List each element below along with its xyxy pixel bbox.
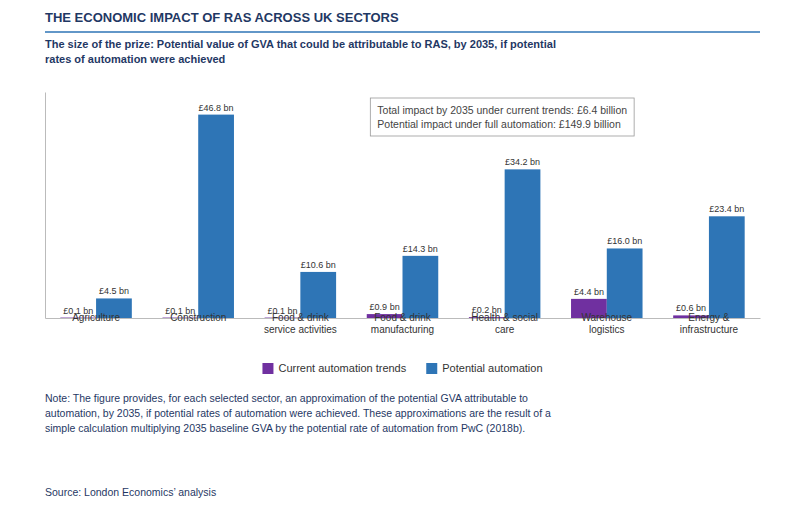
plot: £0.1 bn£0.1 bn£0.1 bn£0.9 bn£0.2 bn£4.4 … — [46, 93, 761, 336]
bar — [198, 115, 234, 318]
x-tick: Health & socialcare — [471, 312, 538, 335]
data-label: £0.9 bn — [370, 302, 400, 312]
bar — [505, 169, 541, 318]
x-tick: Food & drinkservice activities — [264, 312, 337, 335]
legend-swatch — [262, 363, 273, 374]
x-tick: Food & drinkmanufacturing — [371, 312, 434, 335]
x-tick: Agriculture — [72, 312, 120, 323]
text-line: Food & drink — [272, 312, 330, 323]
x-tick: Warehouselogistics — [581, 312, 632, 335]
data-label: £23.4 bn — [709, 204, 744, 214]
series — [96, 115, 745, 318]
text-line: Note: The figure provides, for each sele… — [45, 392, 528, 404]
annotation: Potential impact under full automation: … — [377, 118, 621, 130]
x-tick: Energy &infrastructure — [680, 312, 739, 335]
x-tick-label: Health & socialcare — [471, 312, 538, 335]
text-line: manufacturing — [371, 324, 434, 335]
text-line: automation, by 2035, if potential rates … — [45, 407, 551, 419]
text-line: logistics — [589, 324, 625, 335]
note: Note: The figure provides, for each sele… — [45, 392, 551, 434]
text-line: The size of the prize: Potential value o… — [45, 38, 556, 50]
source: Source: London Economics’ analysis — [45, 486, 216, 498]
x-tick-label: Agriculture — [72, 312, 120, 323]
data-label: £34.2 bn — [505, 157, 540, 167]
legend-label: Potential automation — [442, 362, 542, 374]
annotation: Total impact by 2035 under current trend… — [377, 104, 627, 116]
data-label: £16.0 bn — [607, 236, 642, 246]
data-label: £46.8 bn — [199, 103, 234, 113]
subtitle: The size of the prize: Potential value o… — [45, 38, 556, 65]
x-tick-label: Construction — [170, 312, 226, 323]
chart: THE ECONOMIC IMPACT OF RAS ACROSS UK SEC… — [0, 0, 787, 525]
x-tick-label: Food & drinkmanufacturing — [371, 312, 434, 335]
x-tick: Construction — [170, 312, 226, 323]
text-line: infrastructure — [680, 324, 739, 335]
legend-item: Current automation trends — [262, 362, 406, 374]
bar — [709, 216, 745, 318]
bar — [607, 248, 643, 318]
y-axis-line — [45, 93, 46, 319]
text-line: simple calculation multiplying 2035 base… — [45, 422, 525, 434]
legend-label: Current automation trends — [278, 362, 406, 374]
text-line: Energy & — [688, 312, 729, 323]
x-tick-label: Warehouselogistics — [581, 312, 632, 335]
bars — [60, 115, 744, 318]
text-line: rates of automation were achieved — [45, 53, 225, 65]
x-axis: AgricultureConstructionFood & drinkservi… — [46, 312, 761, 335]
text-line: Warehouse — [581, 312, 632, 323]
text-line: service activities — [264, 324, 337, 335]
info-box-frame — [370, 98, 634, 136]
text-line: Construction — [170, 312, 226, 323]
bar — [403, 256, 439, 318]
x-tick-label: Energy &infrastructure — [680, 312, 739, 335]
legend-swatch — [426, 363, 437, 374]
x-tick-label: Food & drinkservice activities — [264, 312, 337, 335]
data-label: £4.4 bn — [574, 287, 604, 297]
text-line: Agriculture — [72, 312, 120, 323]
data-label: £14.3 bn — [403, 244, 438, 254]
data-label: £10.6 bn — [301, 260, 336, 270]
text-line: Food & drink — [374, 312, 432, 323]
title-rule — [45, 31, 760, 33]
title: THE ECONOMIC IMPACT OF RAS ACROSS UK SEC… — [45, 10, 399, 25]
legend-item: Potential automation — [426, 362, 542, 374]
text-line: Health & social — [471, 312, 538, 323]
info-box: Total impact by 2035 under current trend… — [370, 98, 634, 136]
data-label: £4.5 bn — [99, 286, 129, 296]
text-line: care — [495, 324, 515, 335]
y-axis — [45, 93, 46, 319]
legend: Current automation trends Potential autom… — [262, 362, 542, 374]
